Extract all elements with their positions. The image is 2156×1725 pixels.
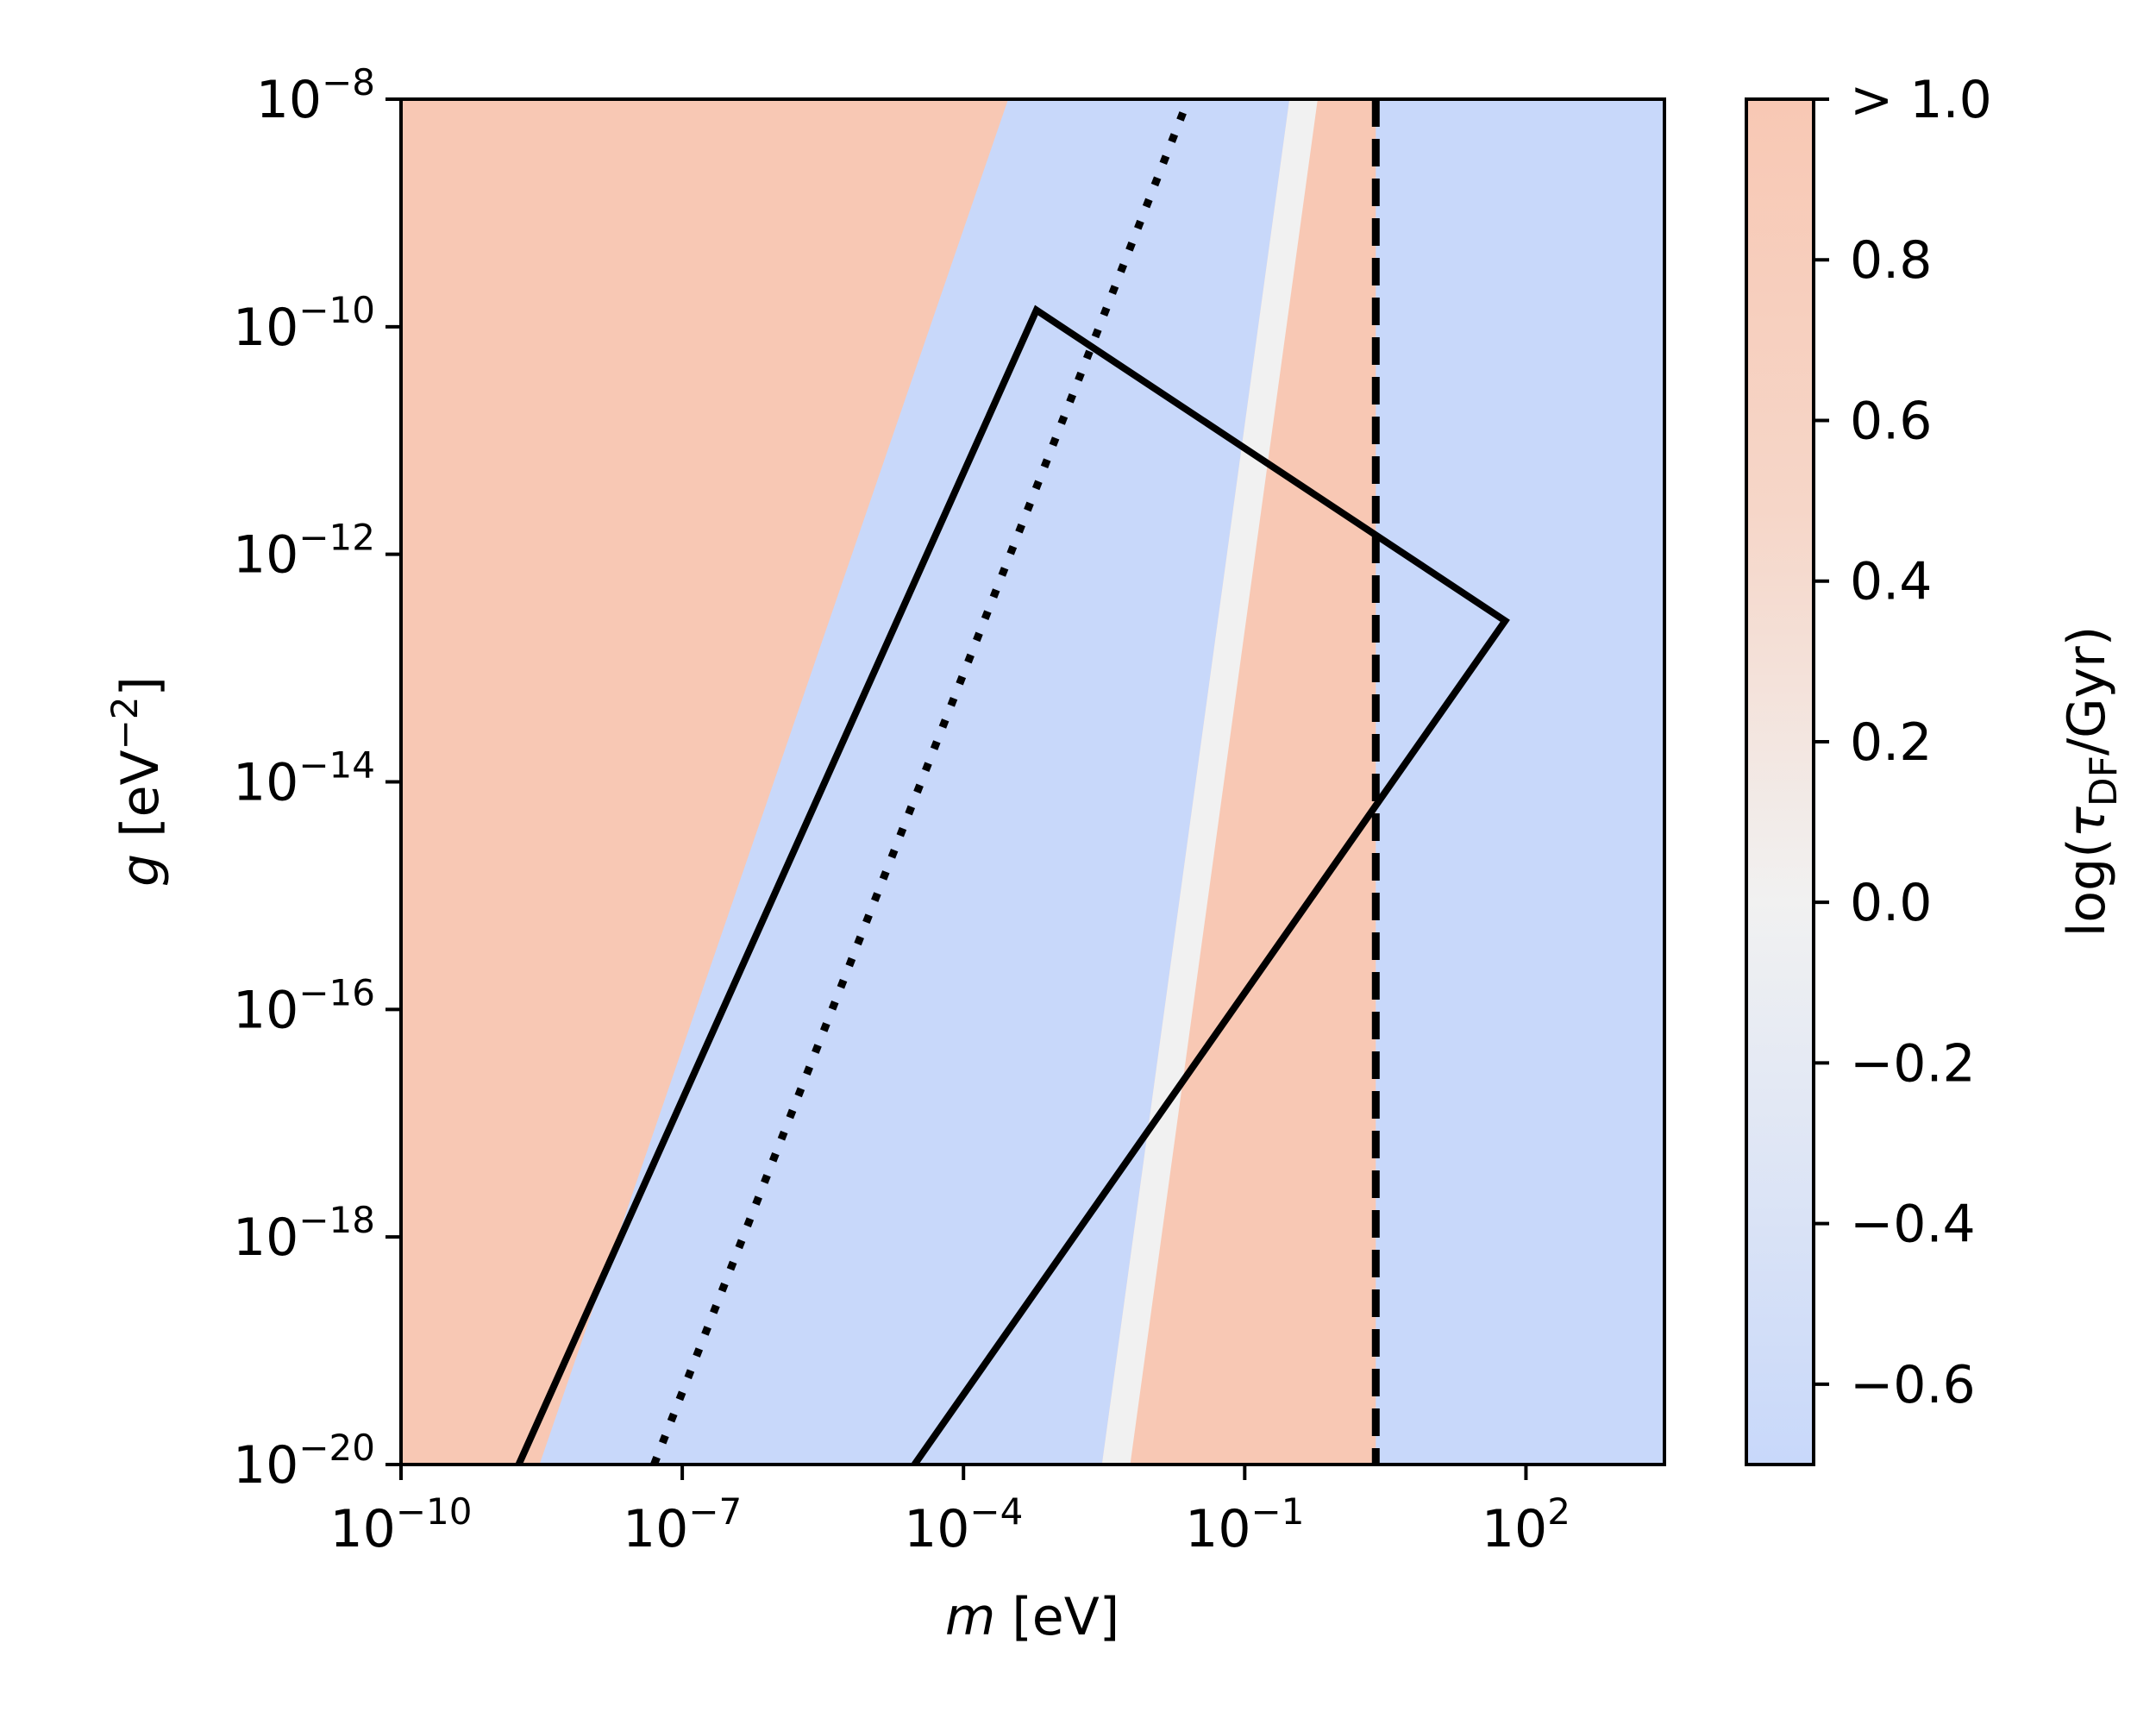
colorbar-tick-label: −0.2 <box>1850 1033 1976 1094</box>
heatmap-region-low <box>539 99 1290 1465</box>
colorbar-tick-label: 0.4 <box>1850 552 1932 612</box>
y-tick-label: 10−12 <box>233 517 375 586</box>
colorbar-tick-label: −0.4 <box>1850 1195 1976 1255</box>
colorbar-tick-label: 0.6 <box>1850 391 1932 451</box>
y-tick-label: 10−16 <box>233 971 375 1040</box>
colorbar-tick-label: 0.8 <box>1850 230 1932 291</box>
y-tick-label: 10−18 <box>233 1199 375 1268</box>
colorbar <box>1745 97 1815 1466</box>
x-tick-label: 10−1 <box>1185 1490 1304 1559</box>
plot-area <box>401 99 1664 1465</box>
y-tick-label: 10−14 <box>233 744 375 813</box>
colorbar-tick-label: 0.2 <box>1850 712 1932 773</box>
x-axis: 10−10 10−7 10−4 10−1 102 <box>330 1465 1570 1559</box>
x-tick-label: 10−10 <box>330 1490 473 1559</box>
y-tick-label: 10−20 <box>233 1427 375 1496</box>
x-tick-label: 10−7 <box>623 1490 742 1559</box>
y-axis-label: g [eV−2] <box>103 676 171 887</box>
y-axis: 10−20 10−18 10−16 10−14 10−12 10−10 10−8 <box>233 61 401 1496</box>
y-tick-label: 10−10 <box>233 289 375 358</box>
colorbar-tick-label: −0.6 <box>1850 1355 1976 1415</box>
overlay-lines <box>515 99 1510 1465</box>
colorbar-label: log(τDF/Gyr) <box>2057 626 2126 938</box>
heatmap <box>401 99 1664 1465</box>
x-tick-label: 10−4 <box>904 1490 1023 1559</box>
colorbar-axis: > 1.0 0.8 0.6 0.4 0.2 0.0 −0.2 −0.4 −0.6 <box>1814 70 1992 1415</box>
colorbar-tick-label: 0.0 <box>1850 873 1932 933</box>
solid-polygon-line <box>515 304 1510 1465</box>
x-axis-label: m [eV] <box>945 1587 1119 1647</box>
x-tick-label: 102 <box>1482 1490 1570 1559</box>
heatmap-region-low-right <box>1376 99 1664 1465</box>
colorbar-tick-label: > 1.0 <box>1850 70 1992 130</box>
y-tick-label: 10−8 <box>256 61 375 130</box>
